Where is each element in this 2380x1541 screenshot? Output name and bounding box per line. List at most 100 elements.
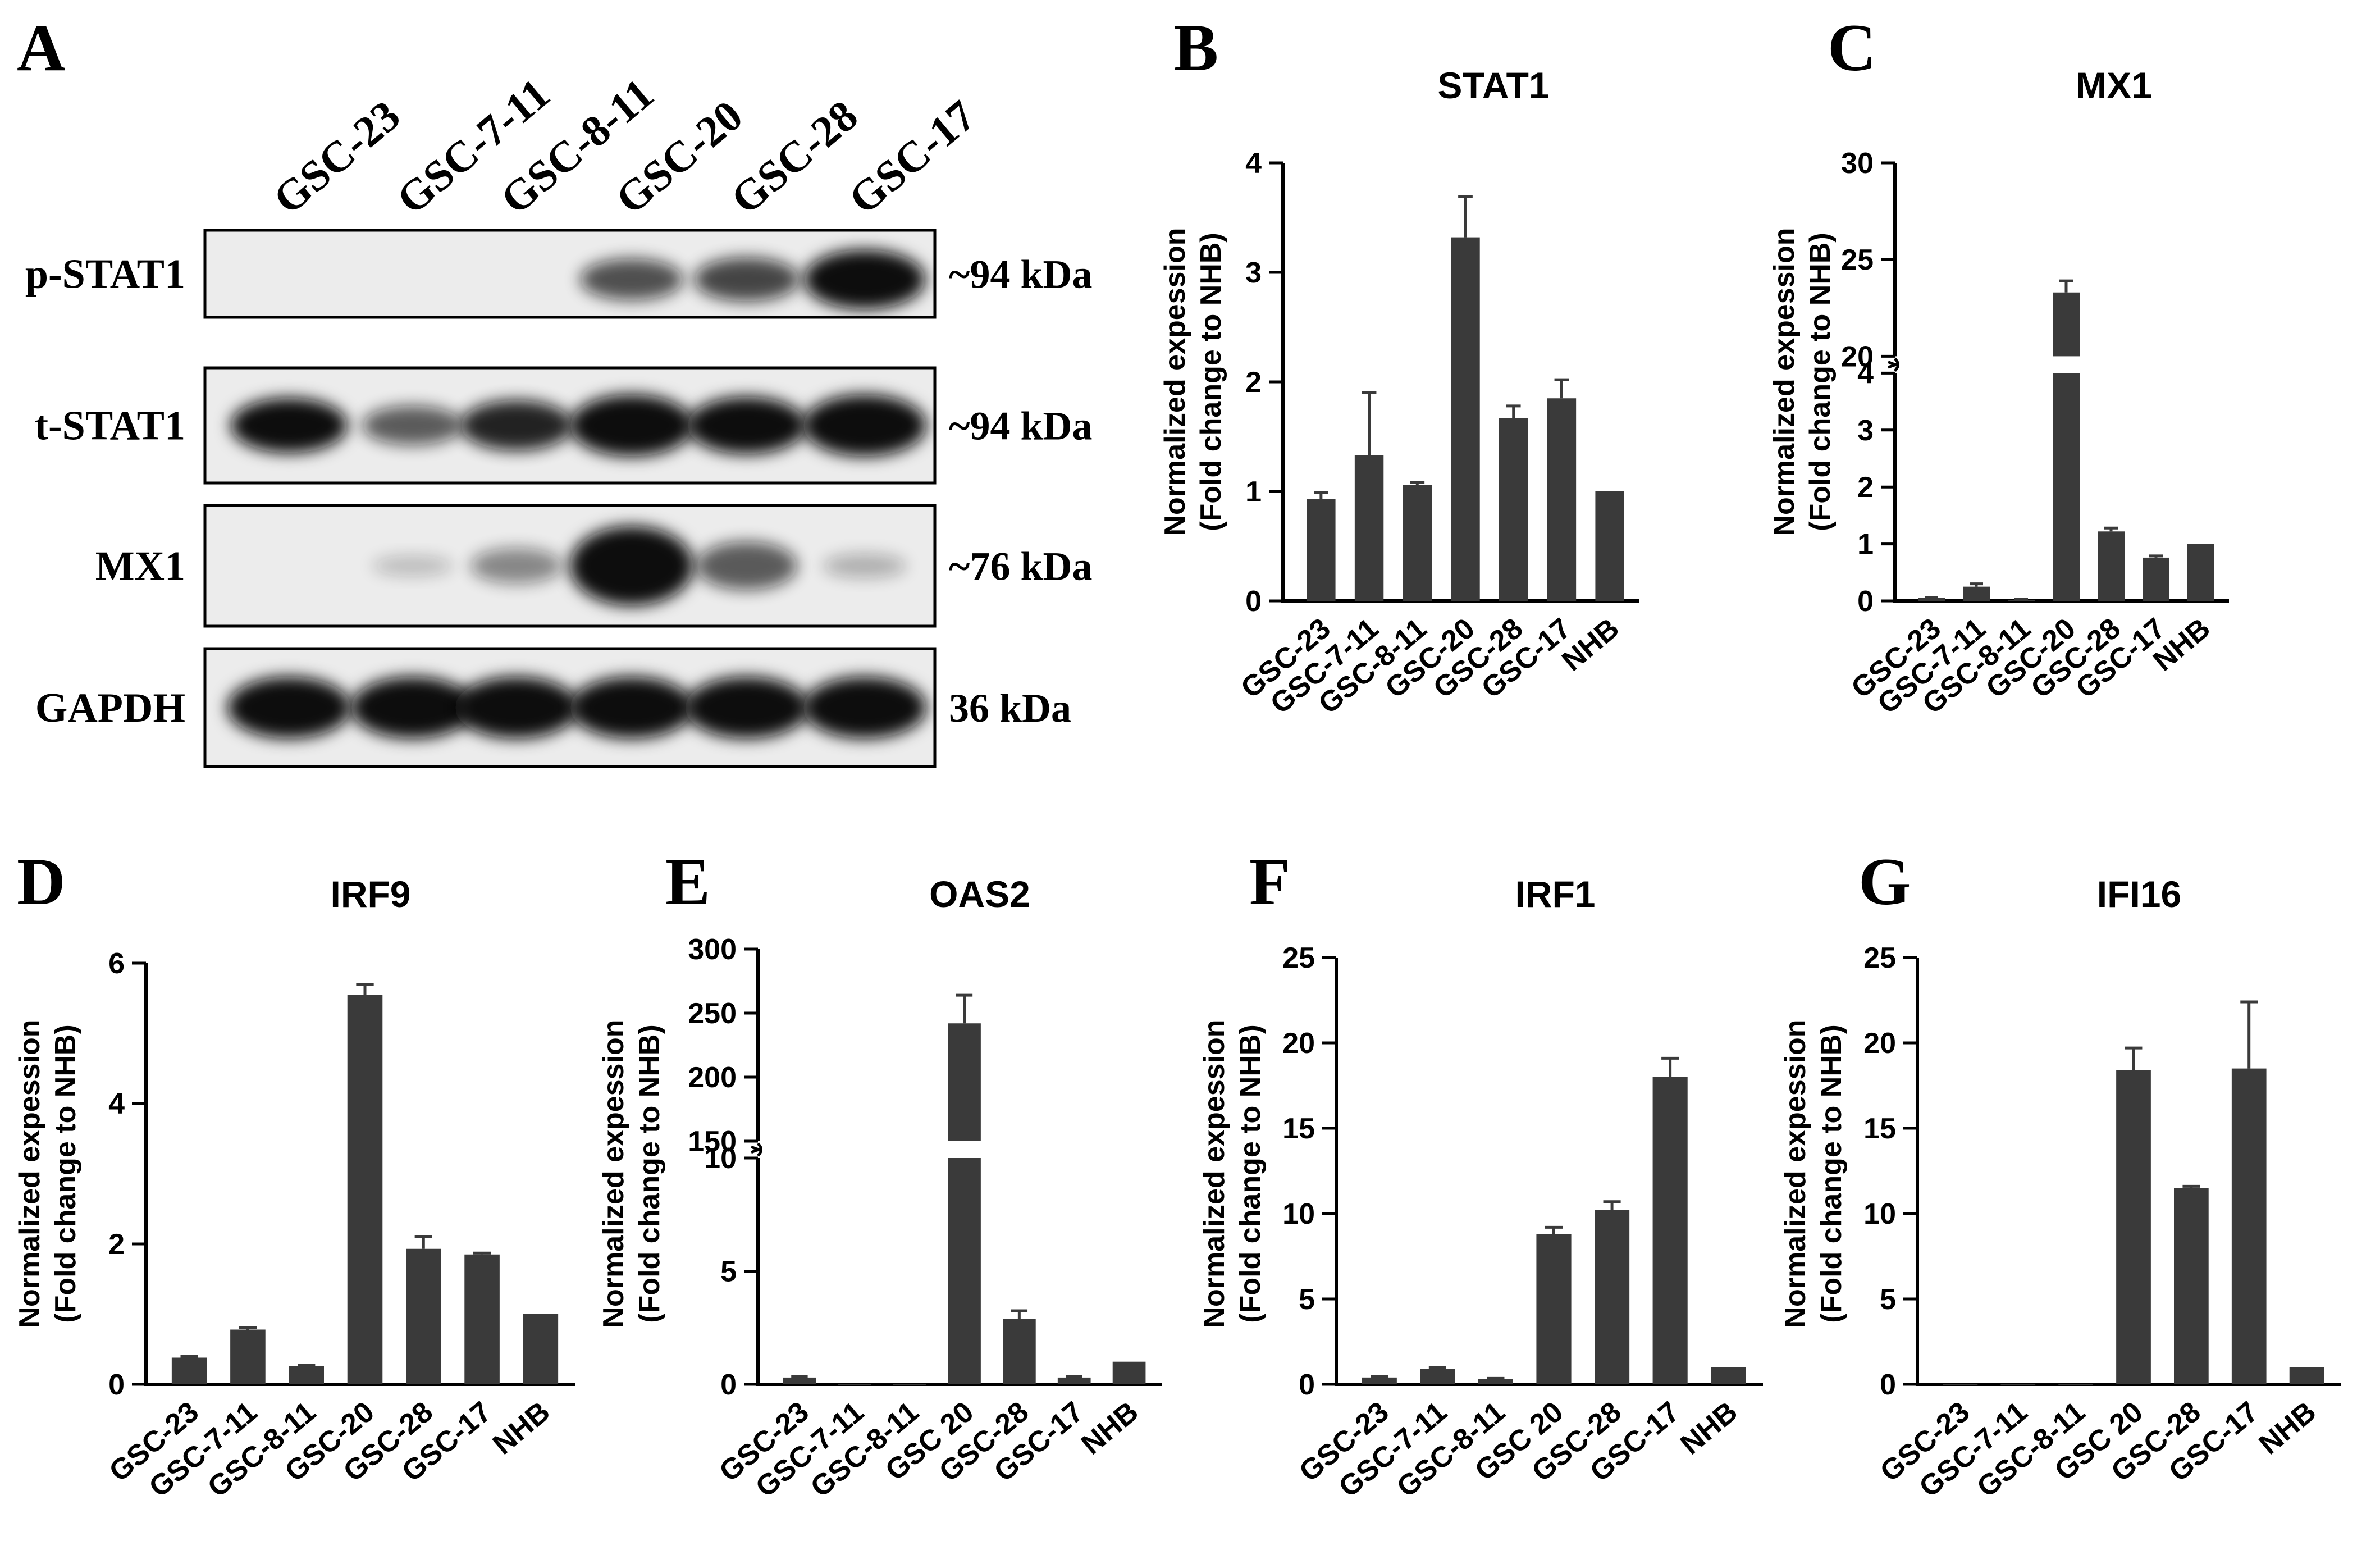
y-tick-label: 0 [1245, 585, 1262, 618]
panel-letter-c: C [1828, 10, 1876, 85]
y-tick-label: 1 [1245, 476, 1262, 508]
bar [230, 1329, 266, 1384]
y-tick-label: 15 [1863, 1113, 1896, 1145]
bar [1354, 455, 1384, 601]
panel-letter-e: E [665, 844, 710, 919]
bar [1403, 485, 1432, 601]
protein-band [227, 677, 351, 738]
protein-band [470, 548, 563, 584]
y-tick-label: 3 [1245, 257, 1262, 289]
y-tick-label: 25 [1841, 244, 1874, 276]
y-axis-label: Normalized expession (Fold change to NHB) [1779, 1019, 1848, 1328]
y-tick-label: 20 [1863, 1027, 1896, 1060]
bar [2187, 544, 2214, 601]
protein-band [696, 541, 797, 590]
y-tick-label: 1 [1857, 528, 1874, 561]
chart-title: STAT1 [1437, 65, 1549, 106]
bar [1652, 1077, 1688, 1384]
bar [838, 1384, 871, 1385]
bar [948, 1158, 981, 1384]
y-tick-label: 0 [108, 1369, 125, 1401]
bar [406, 1248, 441, 1384]
bar [1420, 1369, 1455, 1384]
y-axis-label: Normalized expession (Fold change to NHB) [13, 1019, 82, 1328]
bar [2000, 1384, 2036, 1385]
y-tick-label: 2 [108, 1228, 125, 1261]
blot-row-label: GAPDH [35, 685, 185, 731]
bar [2098, 531, 2125, 601]
y-tick-label: 0 [1299, 1369, 1315, 1401]
bar [289, 1366, 324, 1384]
bar [2289, 1367, 2324, 1384]
bar [1547, 398, 1577, 601]
chart-title: IRF1 [1515, 873, 1595, 915]
blot-row-label: p-STAT1 [25, 252, 185, 298]
protein-band [362, 405, 463, 445]
molecular-weight-label: ~76 kDa [949, 544, 1092, 589]
protein-band [351, 677, 474, 738]
bar [2231, 1068, 2267, 1384]
bar [2058, 1384, 2093, 1385]
y-tick-label: 5 [1299, 1283, 1315, 1316]
protein-band [570, 394, 693, 457]
panel-letter-b: B [1173, 10, 1218, 85]
axis-break-mark [1887, 357, 1899, 366]
y-tick-label: 4 [1857, 357, 1874, 390]
y-tick-label: 30 [1841, 147, 1874, 180]
y-tick-label: 3 [1857, 414, 1874, 447]
y-tick-label: 250 [688, 997, 737, 1030]
chart-title: IFI16 [2097, 873, 2181, 915]
y-axis-label: Normalized expession (Fold change to NHB) [597, 1019, 666, 1328]
y-tick-label: 2 [1857, 471, 1874, 504]
bar [1307, 499, 1336, 601]
y-tick-label: 4 [108, 1088, 125, 1120]
y-tick-label: 300 [688, 933, 737, 966]
bar [1057, 1377, 1091, 1384]
y-axis-label: Normalized expession (Fold change to NHB) [1768, 227, 1837, 536]
y-tick-label: 10 [1863, 1198, 1896, 1230]
y-tick-label: 15 [1282, 1113, 1315, 1145]
protein-band [823, 553, 907, 578]
bar [2053, 292, 2080, 357]
axis-break-mark [750, 1142, 762, 1151]
protein-band [803, 394, 926, 457]
bar [1478, 1379, 1513, 1384]
protein-band [570, 526, 693, 606]
bar [1451, 237, 1480, 601]
bar [347, 995, 383, 1384]
bar [1112, 1361, 1146, 1384]
y-tick-label: 200 [688, 1061, 737, 1094]
bar [1918, 598, 1945, 601]
y-tick-label: 0 [1880, 1369, 1896, 1401]
panel-letter-a: A [17, 10, 66, 85]
bar [1963, 586, 1990, 601]
y-tick-label: 0 [1857, 585, 1874, 618]
bar [893, 1384, 926, 1385]
bar [1711, 1367, 1746, 1384]
y-tick-label: 25 [1863, 942, 1896, 974]
protein-band [804, 249, 925, 309]
y-tick-label: 150 [688, 1125, 737, 1158]
bar [1595, 1210, 1630, 1384]
molecular-weight-label: ~94 kDa [949, 252, 1092, 297]
blot-row-label: MX1 [95, 544, 185, 590]
bar [523, 1314, 559, 1384]
y-tick-label: 5 [1880, 1283, 1896, 1316]
bar [1943, 1384, 1978, 1385]
bar [2143, 557, 2169, 601]
panel-letter-f: F [1249, 844, 1290, 919]
y-tick-label: 0 [720, 1369, 737, 1401]
blot-row-label: t-STAT1 [34, 403, 185, 449]
protein-band [803, 677, 926, 738]
y-axis-label: Normalized expession (Fold change to NHB) [1159, 227, 1227, 536]
bar [171, 1357, 207, 1384]
y-tick-label: 4 [1245, 147, 1262, 180]
bar [1003, 1319, 1036, 1384]
bar [2053, 373, 2080, 601]
panel-letter-d: D [17, 844, 66, 919]
chart-title: OAS2 [929, 873, 1030, 915]
chart-title: MX1 [2076, 65, 2152, 106]
protein-band [372, 555, 454, 576]
chart-title: IRF9 [330, 873, 410, 915]
bar [464, 1254, 500, 1384]
